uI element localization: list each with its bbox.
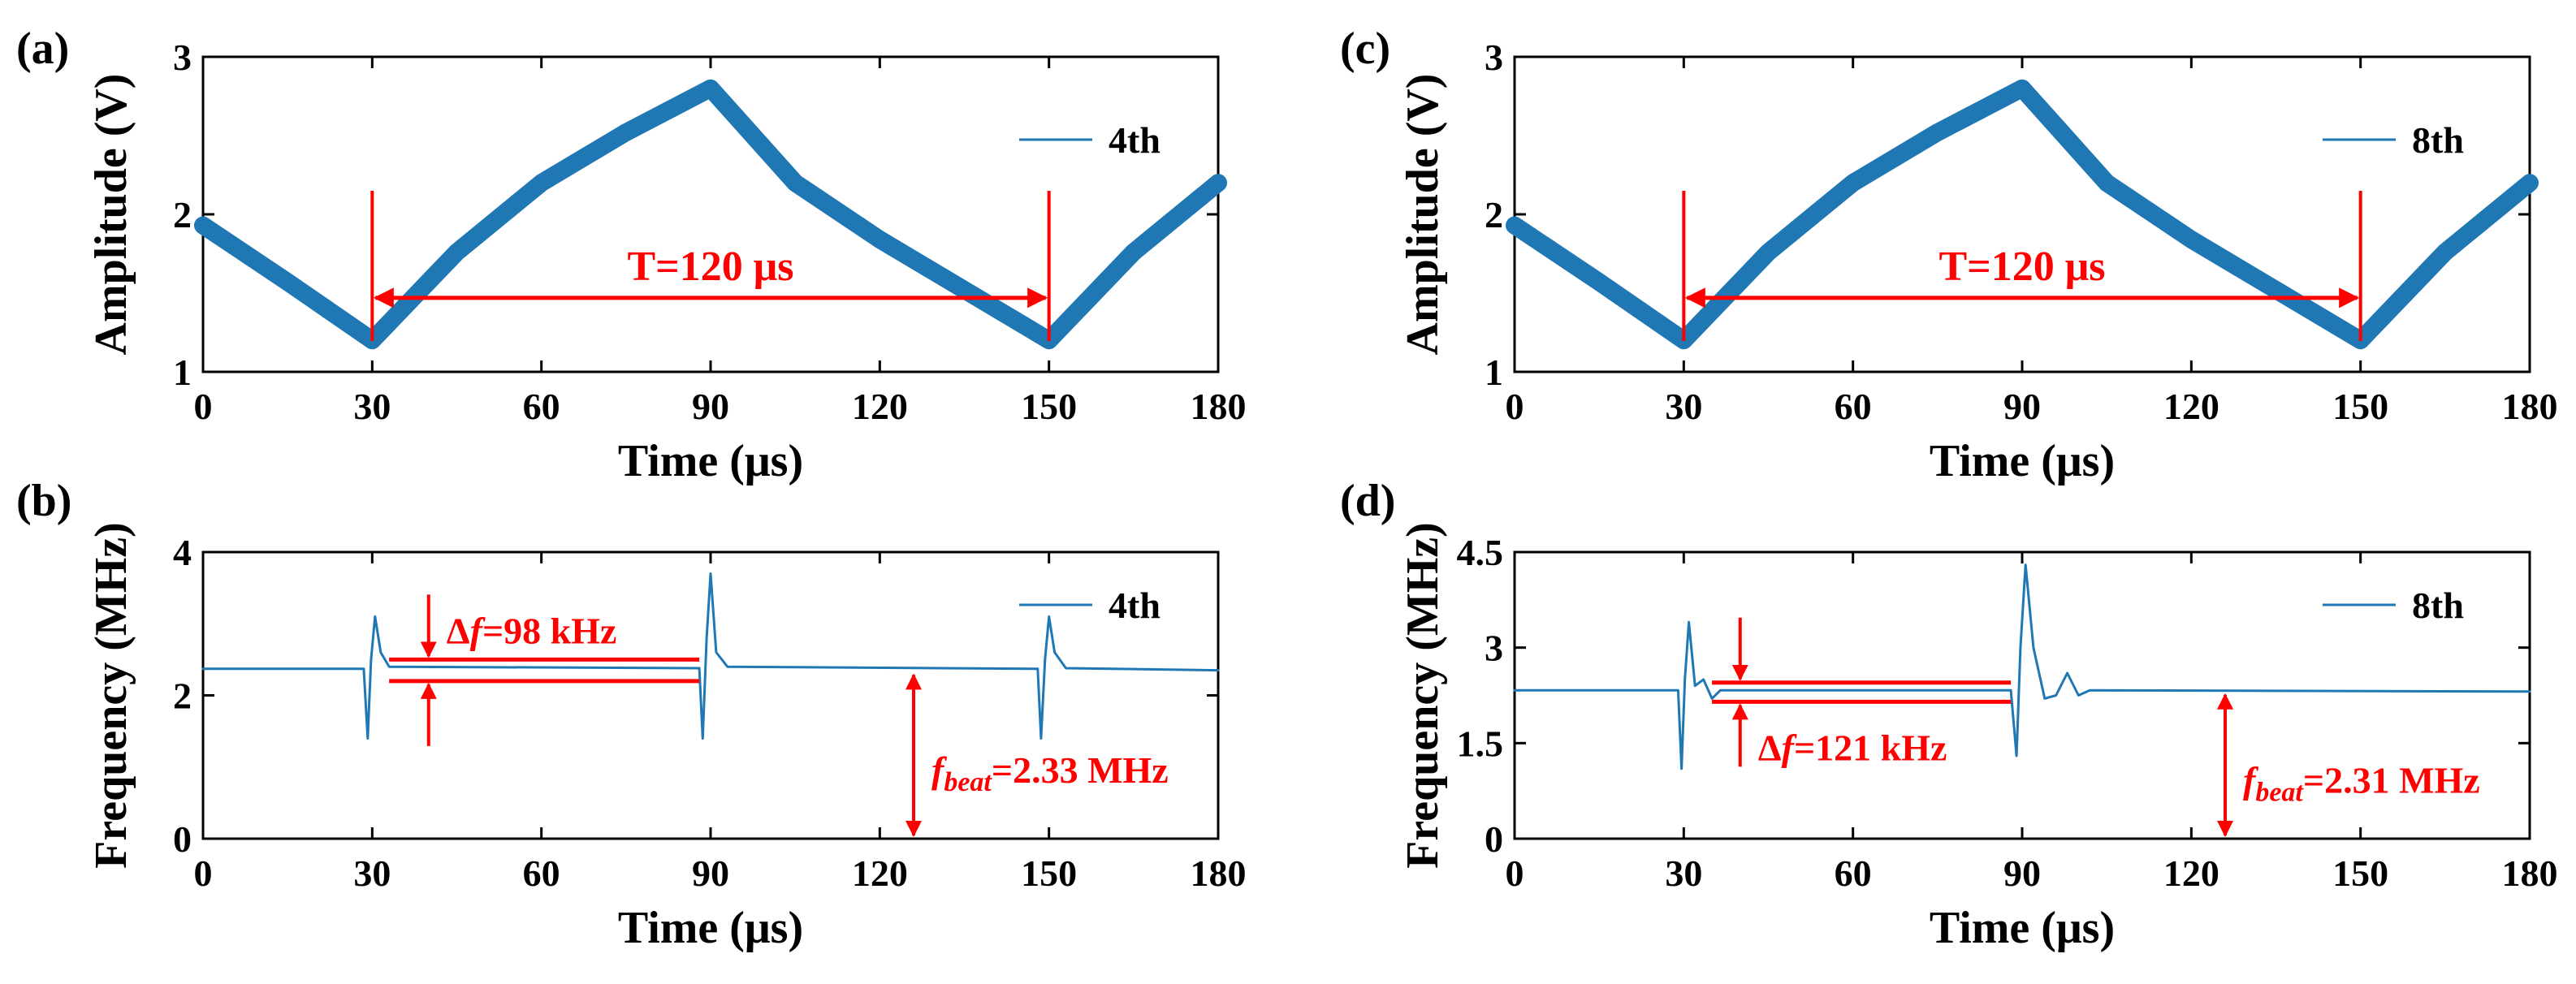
f-beat-symbol: f xyxy=(2243,759,2259,801)
delta-f-label: Δf=98 kHz xyxy=(447,610,617,651)
legend-label: 8th xyxy=(2412,119,2464,161)
delta-f-value: =121 kHz xyxy=(1794,727,1947,768)
x-tick-label: 30 xyxy=(1665,386,1702,427)
f-beat-value: =2.31 MHz xyxy=(2303,759,2480,801)
x-tick-label: 120 xyxy=(852,852,908,894)
delta-f-symbol: f xyxy=(470,610,486,651)
x-axis-title: Time (μs) xyxy=(1930,903,2115,953)
x-axis-title: Time (μs) xyxy=(618,903,803,953)
legend-label: 8th xyxy=(2412,585,2464,626)
panel-label: (d) xyxy=(1340,476,1395,526)
delta-f-value: =98 kHz xyxy=(482,610,617,651)
x-tick-label: 0 xyxy=(194,852,213,894)
x-tick-label: 60 xyxy=(523,386,560,427)
panel-label: (c) xyxy=(1340,24,1390,74)
y-tick-label: 4.5 xyxy=(1457,532,1504,573)
panel-d: (d) 0 30 60 90 120 150 180 0 1.5 3 4.5 Time (μs) Freq… xyxy=(1340,476,2558,953)
delta-f-prefix: Δ xyxy=(447,610,470,651)
y-tick-label: 3 xyxy=(173,37,192,78)
x-tick-label: 180 xyxy=(1191,852,1247,894)
x-tick-label: 30 xyxy=(1665,852,1702,894)
y-tick-label: 3 xyxy=(1485,37,1503,78)
x-tick-label: 150 xyxy=(2332,386,2388,427)
x-tick-label: 180 xyxy=(2502,386,2558,427)
y-tick-label: 1.5 xyxy=(1457,723,1504,764)
delta-f-label: Δf=121 kHz xyxy=(1758,727,1947,768)
x-axis-title: Time (μs) xyxy=(618,436,803,486)
x-tick-label: 90 xyxy=(692,852,729,894)
x-tick-label: 0 xyxy=(1506,852,1524,894)
series-line xyxy=(201,572,1220,740)
panel-label: (b) xyxy=(16,476,71,526)
y-tick-label: 2 xyxy=(1485,194,1503,235)
x-tick-label: 60 xyxy=(523,852,560,894)
x-tick-label: 120 xyxy=(2163,386,2219,427)
f-beat-label: fbeat=2.33 MHz xyxy=(931,749,1169,797)
y-tick-label: 4 xyxy=(173,532,192,573)
y-tick-label: 2 xyxy=(173,675,192,717)
y-tick-label: 0 xyxy=(173,818,192,860)
f-beat-symbol: f xyxy=(931,749,948,791)
x-tick-label: 150 xyxy=(1021,852,1077,894)
x-tick-label: 0 xyxy=(194,386,213,427)
x-tick-label: 0 xyxy=(1506,386,1524,427)
x-axis-title: Time (μs) xyxy=(1930,436,2115,486)
x-tick-label: 150 xyxy=(1021,386,1077,427)
delta-f-prefix: Δ xyxy=(1758,727,1782,768)
x-tick-label: 90 xyxy=(2003,386,2041,427)
y-axis-title: Frequency (MHz) xyxy=(1398,522,1448,869)
y-tick-label: 3 xyxy=(1485,628,1503,669)
legend-label: 4th xyxy=(1109,585,1160,626)
plot-frame xyxy=(201,550,1220,840)
y-tick-label: 2 xyxy=(173,194,192,235)
y-tick-label: 1 xyxy=(173,352,192,393)
x-tick-label: 120 xyxy=(2163,852,2219,894)
series-line xyxy=(194,79,1227,350)
x-tick-label: 90 xyxy=(2003,852,2041,894)
y-axis-title: Amplitude (V) xyxy=(86,74,136,356)
x-tick-label: 30 xyxy=(353,386,391,427)
y-tick-label: 0 xyxy=(1485,818,1503,860)
panel-label: (a) xyxy=(16,24,69,74)
x-tick-label: 60 xyxy=(1835,386,1872,427)
y-axis-title: Amplitude (V) xyxy=(1398,74,1448,356)
x-tick-label: 150 xyxy=(2332,852,2388,894)
period-label: T=120 μs xyxy=(627,244,793,290)
x-tick-label: 60 xyxy=(1835,852,1872,894)
f-beat-label: fbeat=2.31 MHz xyxy=(2243,759,2480,807)
x-tick-label: 120 xyxy=(852,386,908,427)
panel-a: (a) 0 30 60 90 120 150 180 1 2 3 Time (μs) Amplitude… xyxy=(16,24,1247,486)
x-tick-label: 90 xyxy=(692,386,729,427)
y-axis-title: Frequency (MHz) xyxy=(86,522,136,869)
f-beat-subscript: beat xyxy=(2255,777,2304,807)
x-tick-label: 30 xyxy=(353,852,391,894)
delta-f-symbol: f xyxy=(1782,727,1798,768)
panel-c: (c) 0 30 60 90 120 150 180 1 2 3 Time (μs) Amplitude… xyxy=(1340,24,2558,486)
y-tick-label: 1 xyxy=(1485,352,1503,393)
series-line xyxy=(1513,563,2531,770)
panel-b: (b) 0 30 60 90 120 150 180 0 2 4 Time (μs) Frequency… xyxy=(16,476,1247,953)
series-line xyxy=(1506,79,2539,350)
x-tick-label: 180 xyxy=(2502,852,2558,894)
f-beat-subscript: beat xyxy=(944,767,992,797)
x-tick-label: 180 xyxy=(1191,386,1247,427)
f-beat-value: =2.33 MHz xyxy=(992,749,1169,791)
period-label: T=120 μs xyxy=(1938,244,2105,290)
legend-label: 4th xyxy=(1109,119,1160,161)
